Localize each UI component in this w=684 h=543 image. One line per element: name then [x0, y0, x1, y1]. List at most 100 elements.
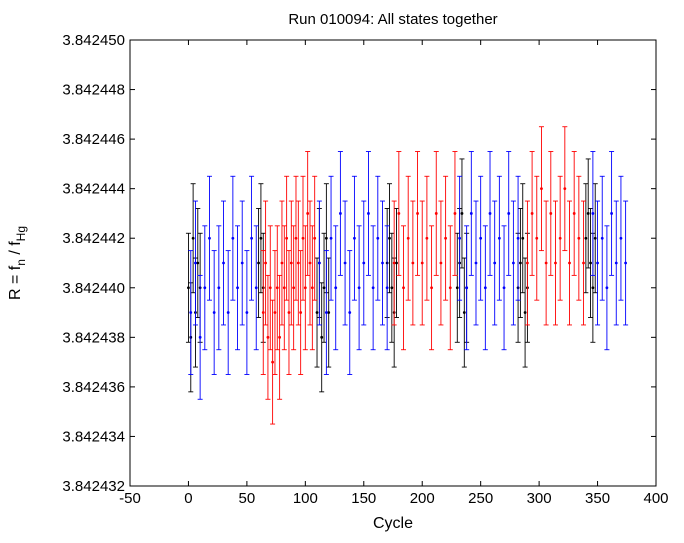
- data-point: [392, 261, 396, 265]
- y-axis-label-sub1: n: [14, 259, 28, 266]
- y-tick-label: 3.842436: [62, 379, 125, 396]
- data-point: [203, 286, 207, 290]
- data-point: [497, 236, 501, 240]
- data-point: [254, 286, 258, 290]
- data-point: [582, 261, 585, 265]
- data-point: [296, 261, 300, 265]
- data-point: [530, 212, 534, 215]
- data-point: [196, 261, 200, 265]
- data-point: [493, 261, 497, 265]
- data-point: [226, 311, 230, 314]
- y-axis-label-main: R = f: [7, 265, 24, 300]
- data-point: [591, 212, 595, 215]
- x-tick-label: 200: [410, 490, 435, 507]
- data-point: [397, 212, 401, 215]
- data-point: [469, 212, 473, 215]
- x-axis-label: Cycle: [373, 515, 413, 532]
- data-point: [217, 286, 221, 290]
- data-point: [334, 286, 338, 290]
- data-point: [303, 286, 307, 290]
- data-point: [600, 236, 604, 240]
- data-point: [353, 236, 356, 240]
- data-point: [416, 212, 419, 215]
- data-point: [261, 311, 265, 314]
- data-point: [519, 261, 522, 265]
- data-point: [535, 236, 539, 240]
- data-point: [324, 311, 328, 314]
- data-point: [257, 261, 260, 265]
- data-point: [376, 236, 380, 240]
- data-point: [381, 261, 384, 265]
- chart-title: Run 010094: All states together: [288, 11, 497, 28]
- y-tick-label: 3.842438: [62, 329, 125, 346]
- data-point: [425, 236, 429, 240]
- data-point: [310, 286, 314, 290]
- y-axis-label-sub2: Hg: [14, 226, 28, 241]
- data-point: [411, 261, 415, 265]
- x-tick-label: 350: [585, 490, 610, 507]
- y-tick-label: 3.842448: [62, 82, 125, 99]
- data-point: [308, 261, 312, 265]
- y-axis-label: R = fn / fHg: [7, 226, 28, 300]
- data-point: [406, 236, 410, 240]
- data-point: [593, 236, 597, 240]
- data-point: [250, 236, 253, 240]
- data-point: [266, 335, 270, 339]
- data-point: [198, 335, 202, 339]
- data-point: [572, 212, 576, 215]
- data-point: [339, 212, 342, 215]
- data-point: [554, 261, 557, 265]
- data-point: [523, 311, 527, 314]
- data-point: [294, 236, 298, 240]
- data-point: [240, 261, 244, 265]
- data-point: [273, 311, 277, 314]
- x-tick-label: 300: [527, 490, 552, 507]
- data-point: [287, 311, 291, 314]
- data-point: [343, 261, 347, 265]
- y-tick-label: 3.842434: [62, 428, 125, 445]
- data-point: [558, 236, 562, 240]
- y-axis-label-mid: / f: [7, 241, 24, 259]
- x-tick-label: 400: [643, 490, 668, 507]
- data-point: [526, 261, 529, 265]
- data-point: [194, 261, 197, 265]
- y-tick-label: 3.842432: [62, 478, 125, 495]
- data-point: [549, 212, 553, 215]
- data-point: [584, 236, 588, 240]
- y-tick-label: 3.842444: [62, 181, 125, 198]
- data-point: [540, 187, 543, 191]
- data-point: [362, 261, 366, 265]
- data-point: [439, 261, 443, 265]
- data-point: [465, 286, 469, 290]
- data-point: [455, 286, 459, 290]
- data-point: [315, 311, 319, 314]
- data-point: [511, 261, 515, 265]
- data-point: [521, 236, 525, 240]
- data-point: [516, 236, 520, 240]
- data-point: [483, 286, 487, 290]
- data-layer: [185, 126, 629, 425]
- data-point: [390, 286, 394, 290]
- data-point: [357, 286, 361, 290]
- data-point: [275, 286, 279, 290]
- data-point: [474, 261, 478, 265]
- data-point: [367, 212, 370, 215]
- data-point: [502, 286, 506, 290]
- data-point: [282, 286, 286, 290]
- data-point: [563, 187, 567, 191]
- data-point: [187, 286, 190, 290]
- data-point: [189, 311, 193, 314]
- data-point: [268, 286, 272, 290]
- data-point: [430, 286, 433, 290]
- data-point: [222, 261, 225, 265]
- x-tick-label: 0: [184, 490, 192, 507]
- data-point: [259, 236, 263, 240]
- data-point: [299, 311, 303, 314]
- data-point: [605, 286, 609, 290]
- data-point: [507, 212, 511, 215]
- data-point: [208, 236, 211, 240]
- ticks-layer: -50 0 50 100 150 200 250 300 350 400 3.842432 3.842…: [62, 32, 668, 507]
- data-point: [586, 212, 590, 215]
- data-point: [460, 212, 464, 215]
